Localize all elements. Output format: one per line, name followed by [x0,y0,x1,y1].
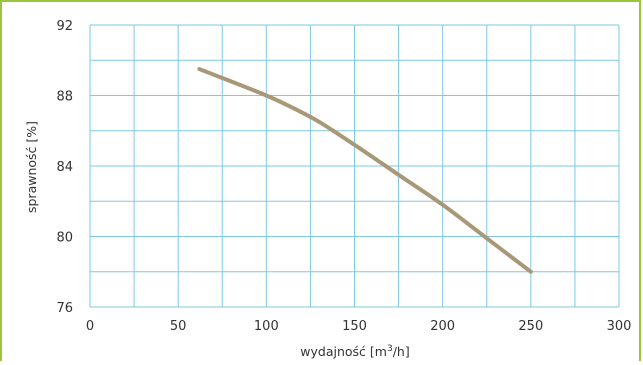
y-tick-label: 76 [56,301,73,316]
efficiency-curve [197,67,533,274]
x-axis-label-superscript: 3 [387,344,393,354]
y-tick-labels: 76 80 84 88 92 [56,19,73,316]
x-tick-label: 0 [86,319,94,334]
y-tick-label: 92 [56,19,73,34]
x-tick-label: 250 [518,319,543,334]
x-tick-label: 300 [607,319,632,334]
grid-lines [89,24,620,308]
y-tick-label: 84 [56,160,73,175]
y-tick-label: 80 [56,231,73,246]
series-layer [197,67,533,274]
x-axis-label: wydajność [m3/h] [300,344,409,359]
x-tick-label: 200 [430,319,455,334]
x-tick-label: 150 [342,319,367,334]
x-tick-label: 50 [170,319,187,334]
y-tick-label: 88 [56,90,73,105]
x-tick-labels: 0 50 100 150 200 250 300 [86,319,632,334]
x-tick-label: 100 [254,319,279,334]
y-axis-label: sprawność [%] [24,121,39,213]
